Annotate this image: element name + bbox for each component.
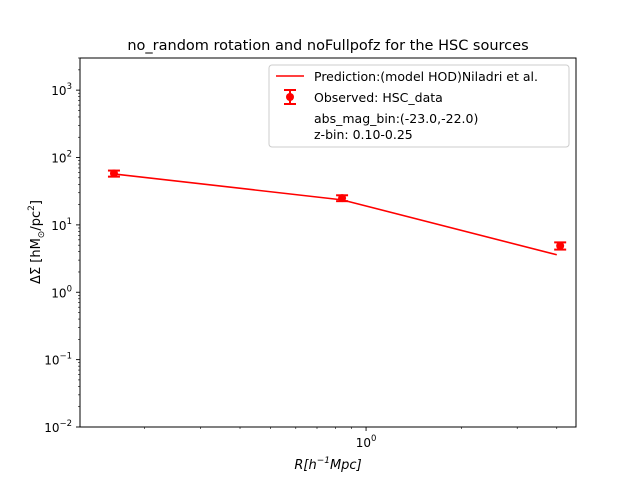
y-tick-label-exp: 3 [67,82,72,92]
y-axis-label-suffix: ] [29,200,44,205]
x-tick-label-exp: 0 [371,434,376,444]
y-tick-label-exp: −2 [59,419,72,429]
y-axis-label-prefix: ΔΣ [hM [29,238,44,284]
y-tick-label: 101 [51,217,72,233]
plot-area [107,169,567,256]
observed-point [336,194,349,203]
y-tick-label-base: 10 [44,421,59,435]
y-axis-label-mid: /pc [29,211,44,231]
data-marker [338,194,347,203]
observed-point [554,241,567,251]
data-marker [556,241,565,250]
y-tick-label-base: 10 [51,84,66,98]
y-tick-label-base: 10 [51,152,66,166]
legend-box [268,64,570,148]
data-marker [109,169,118,178]
prediction-line [113,173,557,256]
x-axis-label: R[h−1Mpc] [294,456,361,473]
y-tick-label: 10−1 [44,352,72,368]
y-axis-label-sub: ⊙ [37,231,47,239]
x-axis: 100 [144,427,558,450]
legend-label-observed: Observed: HSC_data [314,90,443,105]
y-tick-label: 103 [51,82,72,98]
x-axis-label-sup: −1 [317,456,330,466]
legend-annotation-mag-bin: abs_mag_bin:(-23.0,-22.0) [314,111,478,126]
chart-title: no_random rotation and noFullpofz for th… [127,38,528,54]
x-tick-label: 100 [356,434,377,450]
observed-point [107,169,120,178]
y-tick-label-base: 10 [51,219,66,233]
legend-errorbar-swatch [284,89,296,105]
legend-label-prediction: Prediction:(model HOD)Niladri et al. [314,69,538,84]
x-axis-label-tail: Mpc] [330,458,362,473]
y-axis-label: ΔΣ [hM⊙/pc2] [27,200,47,284]
legend: Prediction:(model HOD)Niladri et al. Obs… [268,64,570,148]
y-tick-label: 10−2 [44,419,72,435]
x-axis-label-main: R[h [294,458,316,473]
y-axis-label-sup: 2 [27,205,37,211]
legend-annotation-z-bin: z-bin: 0.10-0.25 [314,127,413,142]
y-tick-label-base: 10 [44,354,59,368]
y-tick-label-base: 10 [51,286,66,300]
axes-frame [79,57,577,428]
y-tick-label-exp: 2 [67,150,72,160]
x-tick-label-base: 10 [356,436,371,450]
y-tick-label: 102 [51,150,72,166]
y-tick-label-exp: 1 [67,217,72,227]
y-tick-label: 100 [51,284,72,300]
y-tick-label-exp: 0 [67,284,72,294]
y-tick-label-exp: −1 [59,352,72,362]
